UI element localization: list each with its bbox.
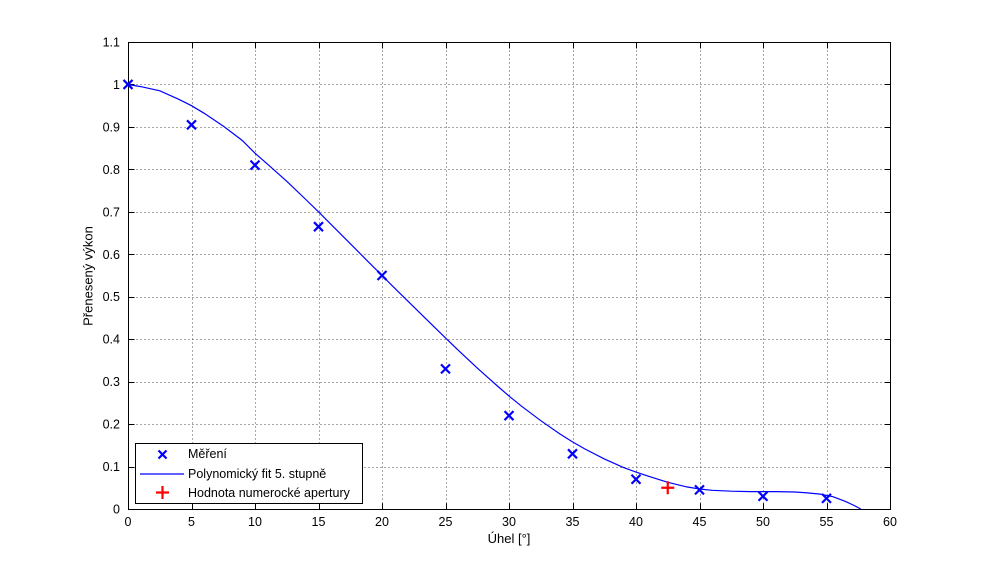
legend-item-polyfit: Polynomický fit 5. stupně bbox=[136, 465, 362, 483]
x-tick-label: 60 bbox=[883, 515, 897, 529]
x-tick-label: 5 bbox=[188, 515, 195, 529]
y-tick-label: 1 bbox=[113, 78, 120, 92]
x-tick-label: 0 bbox=[125, 515, 132, 529]
x-tick-label: 35 bbox=[566, 515, 580, 529]
measurement-marker bbox=[630, 474, 642, 485]
legend-label-aperture: Hodnota numerocké apertury bbox=[188, 485, 350, 500]
x-tick-label: 40 bbox=[629, 515, 643, 529]
y-tick-label: 1.1 bbox=[103, 36, 120, 50]
measurement-marker bbox=[567, 448, 578, 460]
measurement-marker bbox=[376, 270, 388, 281]
y-tick-label: 0.7 bbox=[103, 205, 120, 219]
legend-item-aperture: Hodnota numerocké apertury bbox=[136, 484, 362, 502]
x-marker-icon bbox=[136, 448, 188, 461]
y-tick-label: 0 bbox=[113, 503, 120, 517]
legend-box: Měření Polynomický fit 5. stupně Hodnota… bbox=[135, 443, 363, 504]
y-axis-label: Přenesený výkon bbox=[80, 226, 96, 326]
y-tick-label: 0.3 bbox=[103, 375, 120, 389]
y-tick-label: 0.2 bbox=[103, 418, 120, 432]
legend-label-measurement: Měření bbox=[188, 447, 227, 462]
fit-curve bbox=[127, 83, 862, 510]
y-tick-label: 0.6 bbox=[103, 248, 120, 262]
measurement-marker bbox=[440, 363, 451, 375]
x-tick-label: 25 bbox=[439, 515, 453, 529]
legend-label-polyfit: Polynomický fit 5. stupně bbox=[188, 466, 327, 481]
x-tick-label: 45 bbox=[693, 515, 707, 529]
plus-marker-icon bbox=[136, 485, 188, 500]
x-axis-label: Úhel [°] bbox=[487, 531, 531, 546]
fit-line-icon bbox=[136, 470, 188, 478]
measurement-marker bbox=[694, 484, 705, 496]
x-tick-label: 55 bbox=[820, 515, 834, 529]
measurement-marker bbox=[122, 79, 134, 90]
x-tick-label: 30 bbox=[502, 515, 516, 529]
y-tick-label: 0.8 bbox=[103, 163, 120, 177]
measurement-marker bbox=[186, 119, 197, 131]
x-tick-label: 50 bbox=[756, 515, 770, 529]
x-tick-label: 20 bbox=[375, 515, 389, 529]
measurement-marker bbox=[313, 221, 324, 232]
aperture-marker bbox=[661, 481, 675, 495]
measurement-marker bbox=[249, 159, 261, 171]
y-tick-label: 0.1 bbox=[103, 460, 120, 474]
y-tick-label: 0.9 bbox=[103, 120, 120, 134]
measurement-marker bbox=[757, 490, 769, 502]
legend-item-measurement: Měření bbox=[136, 445, 362, 463]
y-tick-label: 0.5 bbox=[103, 290, 120, 304]
x-tick-label: 15 bbox=[312, 515, 326, 529]
x-tick-label: 10 bbox=[248, 515, 262, 529]
measurement-marker bbox=[821, 493, 832, 504]
y-tick-label: 0.4 bbox=[103, 333, 120, 347]
measurement-marker bbox=[503, 410, 515, 421]
